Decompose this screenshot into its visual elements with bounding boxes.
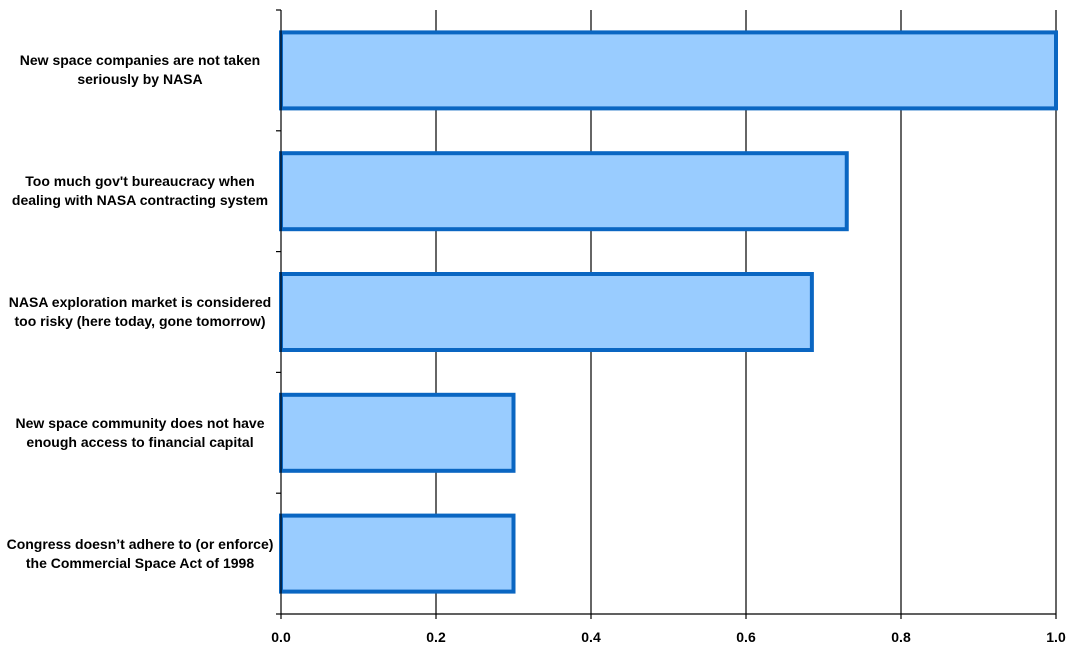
- category-label: Congress doesn’t adhere to (or enforce) …: [6, 535, 274, 571]
- category-label: NASA exploration market is considered to…: [8, 294, 272, 329]
- x-tick-labels: 0.0 0.2 0.4 0.6 0.8 1.0: [271, 629, 1066, 645]
- x-tick-label: 0.8: [891, 629, 911, 645]
- category-label: Too much gov't bureaucracy when dealing …: [11, 173, 269, 209]
- axes: [276, 9, 1057, 619]
- x-tick-label: 0.2: [426, 629, 446, 645]
- bar: [279, 272, 814, 352]
- x-tick-label: 0.0: [271, 629, 291, 645]
- bars: [279, 30, 1058, 594]
- bar: [279, 30, 1058, 111]
- x-tick-label: 0.6: [736, 629, 756, 645]
- bar: [279, 151, 849, 232]
- category-label: New space companies are not taken seriou…: [19, 52, 261, 88]
- x-tick-label: 0.4: [581, 629, 601, 645]
- bar: [279, 392, 516, 473]
- x-tick-label: 1.0: [1046, 629, 1066, 645]
- bar: [279, 513, 516, 594]
- category-label: New space community does not have enough…: [15, 414, 265, 450]
